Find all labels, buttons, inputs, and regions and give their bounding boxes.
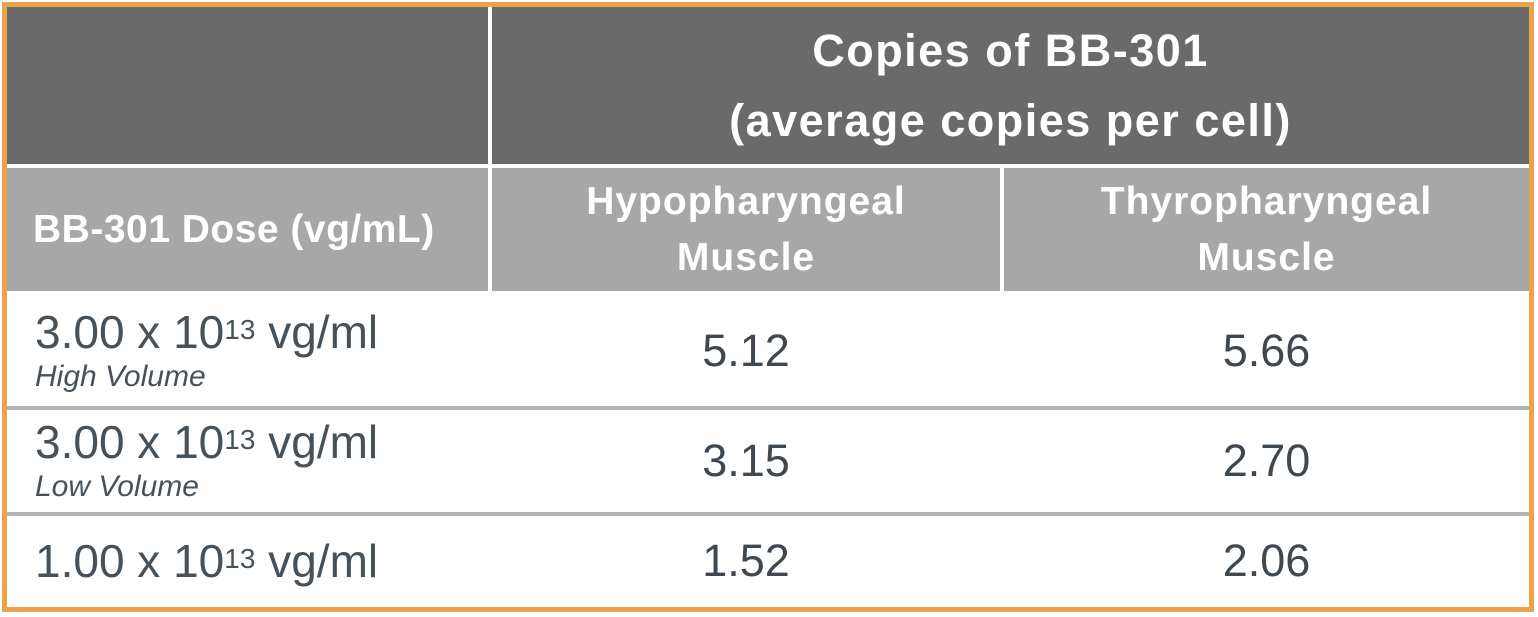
dose-volume-label: Low Volume bbox=[35, 470, 199, 503]
dose-value: 1.00 x 1013 vg/ml bbox=[35, 535, 379, 587]
table-row: 3.00 x 1013 vg/ml Low Volume 3.15 2.70 bbox=[7, 410, 1529, 512]
thyropharyngeal-header-line2: Muscle bbox=[1197, 235, 1336, 279]
hypopharyngeal-value: 3.15 bbox=[492, 410, 1000, 512]
hypopharyngeal-column-header: Hypopharyngeal Muscle bbox=[492, 168, 1000, 291]
table-title-line2: (average copies per cell) bbox=[729, 94, 1292, 146]
hypopharyngeal-value: 5.12 bbox=[492, 295, 1000, 406]
dose-cell: 3.00 x 1013 vg/ml High Volume bbox=[7, 295, 488, 406]
table-title-cell: Copies of BB-301 (average copies per cel… bbox=[492, 7, 1529, 164]
dose-cell: 3.00 x 1013 vg/ml Low Volume bbox=[7, 410, 488, 512]
dose-exponent: 13 bbox=[224, 424, 256, 455]
dose-value: 3.00 x 1013 vg/ml bbox=[35, 416, 379, 468]
dose-cell: 1.00 x 1013 vg/ml bbox=[7, 516, 488, 606]
column-divider bbox=[1000, 410, 1004, 512]
table-row: 3.00 x 1013 vg/ml High Volume 5.12 5.66 bbox=[7, 295, 1529, 406]
table-title-row: Copies of BB-301 (average copies per cel… bbox=[7, 7, 1529, 164]
thyropharyngeal-value: 5.66 bbox=[1004, 295, 1529, 406]
row-divider bbox=[7, 512, 1529, 516]
column-divider bbox=[1000, 168, 1004, 291]
hypopharyngeal-header-line1: Hypopharyngeal bbox=[586, 179, 906, 223]
row-divider bbox=[7, 406, 1529, 410]
column-divider bbox=[1000, 516, 1004, 606]
thyropharyngeal-column-header: Thyropharyngeal Muscle bbox=[1004, 168, 1529, 291]
column-divider bbox=[488, 295, 492, 406]
dose-exponent: 13 bbox=[224, 313, 256, 345]
column-divider bbox=[1000, 295, 1004, 406]
hypopharyngeal-value: 1.52 bbox=[492, 516, 1000, 606]
thyropharyngeal-header-line1: Thyropharyngeal bbox=[1100, 179, 1433, 223]
dose-value: 3.00 x 1013 vg/ml bbox=[35, 305, 379, 358]
column-divider bbox=[488, 168, 492, 291]
column-divider bbox=[488, 516, 492, 606]
column-divider bbox=[488, 410, 492, 512]
table-title-line1: Copies of BB-301 bbox=[812, 24, 1209, 76]
dose-column-header: BB-301 Dose (vg/mL) bbox=[7, 168, 488, 291]
dose-volume-label: High Volume bbox=[35, 359, 206, 393]
dose-exponent: 13 bbox=[224, 543, 256, 574]
thyropharyngeal-value: 2.06 bbox=[1004, 516, 1529, 606]
column-divider bbox=[488, 7, 492, 164]
row-divider bbox=[7, 291, 1529, 295]
hypopharyngeal-header-line2: Muscle bbox=[676, 235, 816, 279]
corner-empty-cell bbox=[7, 7, 488, 164]
bb301-copies-table: Copies of BB-301 (average copies per cel… bbox=[7, 7, 1529, 607]
table-row: 1.00 x 1013 vg/ml 1.52 2.06 bbox=[7, 516, 1529, 606]
column-header-row: BB-301 Dose (vg/mL) Hypopharyngeal Muscl… bbox=[7, 168, 1529, 291]
thyropharyngeal-value: 2.70 bbox=[1004, 410, 1529, 512]
row-divider bbox=[7, 164, 1529, 168]
